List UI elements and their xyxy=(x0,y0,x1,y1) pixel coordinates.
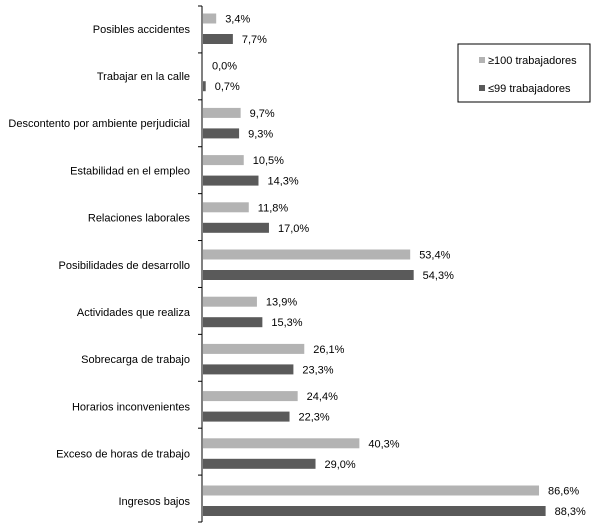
category-label: Posibles accidentes xyxy=(93,24,191,36)
data-label: 15,3% xyxy=(271,317,302,329)
bar-series-2 xyxy=(203,270,414,280)
data-label: 17,0% xyxy=(278,223,309,235)
data-label: 0,7% xyxy=(215,81,240,93)
data-label: 86,6% xyxy=(548,486,579,498)
data-label: 3,4% xyxy=(225,14,250,26)
category-label: Estabilidad en el empleo xyxy=(70,165,190,177)
axis-ticks xyxy=(198,5,202,523)
bar-series-2 xyxy=(203,128,240,139)
legend-swatch xyxy=(479,57,485,63)
category-label: Descontento por ambiente perjudicial xyxy=(8,118,190,130)
bar-series-1 xyxy=(203,438,360,449)
labels-layer: Posibles accidentes 3,4% 7,7% Trabajar en l… xyxy=(8,14,586,519)
bar-series-1 xyxy=(203,202,249,213)
legend: ≥100 trabajadores ≤99 trabajadores xyxy=(457,43,591,103)
bar-series-2 xyxy=(203,506,546,516)
data-label: 9,7% xyxy=(250,108,275,120)
bar-series-1 xyxy=(203,343,305,354)
legend-label: ≥100 trabajadores xyxy=(488,55,577,67)
bar-series-2 xyxy=(203,222,269,233)
bar-series-2 xyxy=(203,458,316,469)
legend-box xyxy=(457,43,591,103)
data-label: 29,0% xyxy=(325,459,356,471)
category-label: Relaciones laborales xyxy=(88,213,191,225)
data-label: 54,3% xyxy=(423,270,454,282)
data-label: 23,3% xyxy=(302,364,333,376)
data-label: 26,1% xyxy=(313,344,344,356)
bar-series-1 xyxy=(203,296,257,307)
data-label: 13,9% xyxy=(266,297,297,309)
data-label: 24,4% xyxy=(307,391,338,403)
data-label: 88,3% xyxy=(555,506,586,518)
bar-series-1 xyxy=(203,391,298,402)
data-label: 0,0% xyxy=(212,61,237,73)
data-label: 53,4% xyxy=(419,250,450,262)
bar-series-2 xyxy=(203,317,263,328)
bar-series-1 xyxy=(203,485,540,496)
data-label: 9,3% xyxy=(248,128,273,140)
data-label: 11,8% xyxy=(258,202,289,214)
category-label: Sobrecarga de trabajo xyxy=(81,354,190,366)
category-label: Posibilidades de desarrollo xyxy=(59,260,190,272)
bar-series-2 xyxy=(203,411,290,422)
bar-series-1 xyxy=(203,249,411,260)
data-label: 7,7% xyxy=(242,34,267,46)
category-label: Exceso de horas de trabajo xyxy=(56,449,190,461)
bar-series-2 xyxy=(203,364,294,375)
legend-label: ≤99 trabajadores xyxy=(488,83,571,95)
bar-series-1 xyxy=(203,155,244,166)
data-label: 14,3% xyxy=(267,176,298,188)
bar-series-1 xyxy=(203,13,217,24)
bar-series-1 xyxy=(203,107,241,118)
category-label: Ingresos bajos xyxy=(118,496,190,508)
category-label: Actividades que realiza xyxy=(77,307,191,319)
category-label: Horarios inconvenientes xyxy=(72,401,191,413)
bar-series-2 xyxy=(203,81,206,92)
category-label: Trabajar en la calle xyxy=(97,71,190,83)
data-label: 10,5% xyxy=(253,155,284,167)
bar-series-2 xyxy=(203,175,259,186)
bars-layer xyxy=(203,13,546,516)
bar-series-2 xyxy=(203,34,233,44)
legend-swatch xyxy=(479,85,485,91)
data-label: 22,3% xyxy=(299,412,330,424)
data-label: 40,3% xyxy=(368,438,399,450)
